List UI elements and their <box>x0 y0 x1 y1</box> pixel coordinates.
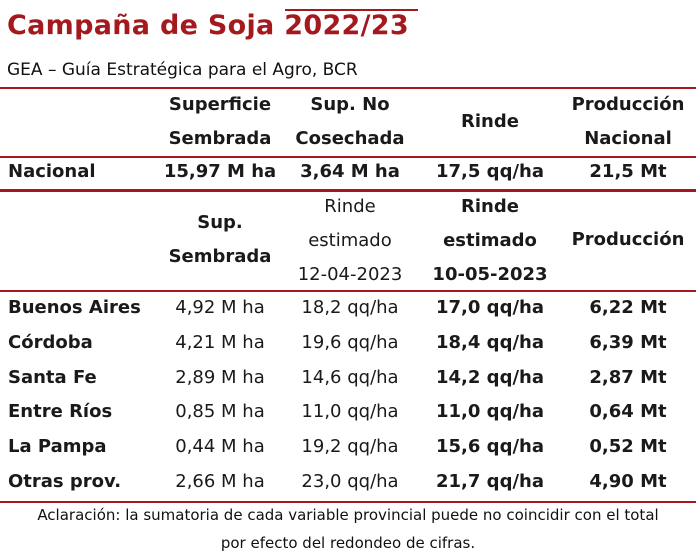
province-rinde-prev: 14,6 qq/ha <box>301 367 399 388</box>
province-rinde-new: 21,7 qq/ha <box>436 471 544 492</box>
prov-header-rinde-prev-line1: Rinde <box>324 196 376 217</box>
province-name: Santa Fe <box>8 367 97 388</box>
prov-header-rinde-new-line1: Rinde <box>461 196 519 217</box>
header-superficie-line2: Sembrada <box>168 128 272 149</box>
prov-header-rinde-prev-line3: 12-04-2023 <box>297 264 403 285</box>
province-sup: 4,92 M ha <box>175 297 265 318</box>
province-rinde-new: 18,4 qq/ha <box>436 332 544 353</box>
prov-header-produccion: Producción <box>571 229 685 250</box>
province-name: La Pampa <box>8 436 107 457</box>
national-superficie: 15,97 M ha <box>163 161 277 182</box>
header-sup-no-line1: Sup. No <box>310 94 390 115</box>
province-produccion: 0,64 Mt <box>589 401 667 422</box>
province-produccion: 2,87 Mt <box>589 367 667 388</box>
prov-header-rinde-prev-line2: estimado <box>308 230 392 251</box>
province-rinde-prev: 19,6 qq/ha <box>301 332 399 353</box>
rule-provinces-top <box>0 290 696 292</box>
header-sup-no-line2: Cosechada <box>295 128 405 149</box>
province-produccion: 0,52 Mt <box>589 436 667 457</box>
page-title: Campaña de Soja 2022/23 <box>7 10 409 41</box>
rule-top <box>0 87 696 89</box>
province-rinde-prev: 11,0 qq/ha <box>301 401 399 422</box>
province-name: Otras prov. <box>8 471 122 492</box>
header-superficie-line1: Superficie <box>168 94 272 115</box>
province-rinde-prev: 18,2 qq/ha <box>301 297 399 318</box>
province-rinde-prev: 23,0 qq/ha <box>301 471 399 492</box>
header-produccion-line2: Nacional <box>584 128 672 149</box>
province-rinde-new: 17,0 qq/ha <box>436 297 544 318</box>
rule-national-bottom <box>0 189 696 192</box>
prov-header-sup-line1: Sup. <box>197 212 243 233</box>
province-produccion: 6,22 Mt <box>589 297 667 318</box>
prov-header-rinde-new-line3: 10-05-2023 <box>432 264 548 285</box>
province-name: Entre Ríos <box>8 401 113 422</box>
national-label: Nacional <box>8 161 96 182</box>
footnote-line2: por efecto del redondeo de cifras. <box>220 534 476 552</box>
national-sup-no-cosechada: 3,64 M ha <box>300 161 400 182</box>
title-accent-line <box>285 9 418 11</box>
province-sup: 4,21 M ha <box>175 332 265 353</box>
rule-note-top <box>0 501 696 503</box>
province-rinde-prev: 19,2 qq/ha <box>301 436 399 457</box>
province-rinde-new: 14,2 qq/ha <box>436 367 544 388</box>
header-produccion-line1: Producción <box>571 94 685 115</box>
province-produccion: 4,90 Mt <box>589 471 667 492</box>
province-sup: 0,85 M ha <box>175 401 265 422</box>
province-sup: 2,66 M ha <box>175 471 265 492</box>
province-produccion: 6,39 Mt <box>589 332 667 353</box>
province-rinde-new: 15,6 qq/ha <box>436 436 544 457</box>
national-rinde: 17,5 qq/ha <box>436 161 544 182</box>
province-rinde-new: 11,0 qq/ha <box>436 401 544 422</box>
prov-header-sup-line2: Sembrada <box>168 246 272 267</box>
footnote-line1: Aclaración: la sumatoria de cada variabl… <box>37 506 659 524</box>
page-subtitle: GEA – Guía Estratégica para el Agro, BCR <box>7 60 358 80</box>
national-produccion: 21,5 Mt <box>589 161 667 182</box>
header-rinde: Rinde <box>461 111 519 132</box>
rule-national-top <box>0 156 696 158</box>
province-name: Buenos Aires <box>8 297 141 318</box>
province-sup: 2,89 M ha <box>175 367 265 388</box>
prov-header-rinde-new-line2: estimado <box>443 230 537 251</box>
province-sup: 0,44 M ha <box>175 436 265 457</box>
province-name: Córdoba <box>8 332 93 353</box>
